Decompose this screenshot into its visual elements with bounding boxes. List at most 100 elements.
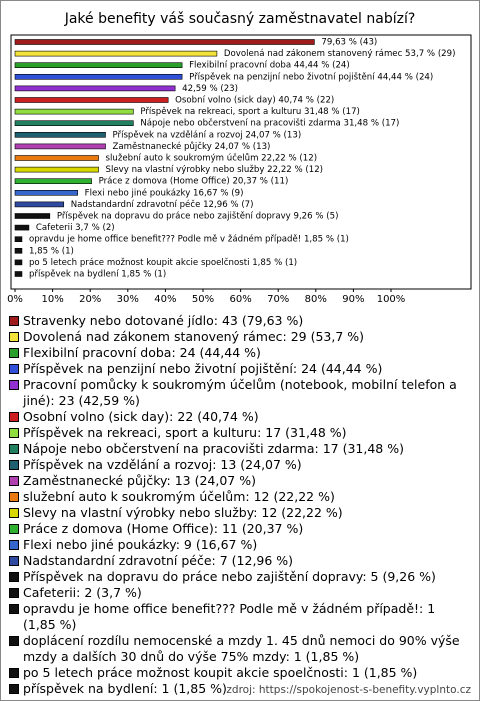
bar	[14, 155, 99, 161]
value-label: příspěvek na bydlení 1,85 % (1)	[29, 269, 166, 280]
value-label: Slevy na vlastní výrobky nebo služby 22,…	[106, 165, 324, 175]
legend-swatch	[9, 332, 19, 342]
value-label: po 5 letech práce možnost koupit akcie s…	[29, 257, 297, 268]
legend-item: po 5 letech práce možnost koupit akcie s…	[9, 665, 471, 681]
value-label: služební auto k soukromým účelům 22,22 %…	[106, 153, 318, 164]
legend-swatch	[9, 524, 19, 534]
legend-swatch	[9, 556, 19, 566]
x-tick-label: 0%	[7, 294, 23, 305]
bar	[14, 271, 23, 277]
legend-swatch	[9, 604, 19, 614]
legend-swatch	[9, 668, 19, 678]
bar	[14, 132, 106, 138]
legend-label: Nadstandardní zdravotní péče: 7 (12,96 %…	[23, 553, 294, 568]
value-label: 42,59 % (23)	[182, 84, 238, 94]
value-label: Nápoje nebo občerstvení na pracovišti zd…	[140, 118, 399, 129]
bar	[14, 190, 78, 196]
legend-item: Příspěvek na rekreaci, sport a kulturu: …	[9, 425, 471, 441]
value-label: opravdu je home office benefit??? Podle …	[29, 234, 349, 245]
chart-title: Jaké benefity váš současný zaměstnavatel…	[64, 11, 416, 27]
value-label: Dovolená nad zákonem stanovený rámec 53,…	[224, 49, 456, 59]
x-tick-label: 10%	[41, 294, 63, 305]
legend-swatch	[9, 476, 19, 486]
bar	[14, 178, 92, 184]
legend: Stravenky nebo dotované jídlo: 43 (79,63…	[9, 313, 471, 697]
legend-item: Příspěvek na penzijní nebo životní pojiš…	[9, 361, 471, 377]
bar	[14, 201, 65, 208]
legend-swatch	[9, 636, 19, 646]
legend-swatch	[9, 348, 19, 358]
bar	[14, 50, 218, 57]
legend-item: Příspěvek na dopravu do práce nebo zajiš…	[9, 569, 471, 585]
value-label: Příspěvek na rekreaci, sport a kulturu 3…	[140, 106, 360, 117]
x-tick-label: 20%	[79, 294, 101, 305]
legend-label: Stravenky nebo dotované jídlo: 43 (79,63…	[23, 313, 304, 328]
x-tick-label: 50%	[192, 294, 214, 305]
legend-swatch	[9, 508, 19, 518]
legend-label: Pracovní pomůcky k soukromým účelům (not…	[23, 377, 457, 408]
value-label: Zaměstnanecké půjčky 24,07 % (13)	[113, 141, 271, 152]
legend-swatch	[9, 412, 19, 422]
value-label: Příspěvek na dopravu do práce nebo zajiš…	[57, 211, 339, 222]
legend-label: Práce z domova (Home Office): 11 (20,37 …	[23, 521, 304, 536]
value-label: Osobní volno (sick day) 40,74 % (22)	[175, 96, 334, 106]
value-label: 1,85 % (1)	[29, 246, 74, 256]
legend-label: Dovolená nad zákonem stanovený rámec: 29…	[23, 329, 365, 344]
legend-item: Zaměstnanecké půjčky: 13 (24,07 %)	[9, 473, 471, 489]
bar	[14, 39, 315, 45]
bar	[14, 213, 51, 219]
bar	[14, 85, 176, 92]
legend-item: Stravenky nebo dotované jídlo: 43 (79,63…	[9, 313, 471, 329]
legend-label: Příspěvek na dopravu do práce nebo zajiš…	[23, 569, 436, 584]
value-label: Příspěvek na penzijní nebo životní pojiš…	[189, 71, 433, 82]
legend-item: Pracovní pomůcky k soukromým účelům (not…	[9, 377, 471, 409]
legend-swatch	[9, 460, 19, 470]
legend-item: Dovolená nad zákonem stanovený rámec: 29…	[9, 329, 471, 345]
legend-item: Práce z domova (Home Office): 11 (20,37 …	[9, 521, 471, 537]
value-label: 79,63 % (43)	[321, 38, 377, 48]
bar	[14, 97, 169, 103]
value-label: Flexi nebo jiné poukázky 16,67 % (9)	[85, 187, 244, 198]
bar	[14, 74, 183, 80]
legend-label: Příspěvek na rekreaci, sport a kulturu: …	[23, 425, 347, 440]
legend-item: doplácení rozdílu nemocenské a mzdy 1. 4…	[9, 633, 471, 665]
legend-item: služební auto k soukromým účelům: 12 (22…	[9, 489, 471, 505]
chart: Jaké benefity váš současný zaměstnavatel…	[7, 11, 472, 305]
x-tick-label: 100%	[377, 294, 406, 305]
legend-swatch	[9, 428, 19, 438]
bar	[14, 120, 134, 126]
legend-label: doplácení rozdílu nemocenské a mzdy 1. 4…	[23, 633, 460, 664]
legend-label: Flexi nebo jiné poukázky: 9 (16,67 %)	[23, 537, 258, 552]
legend-label: po 5 letech práce možnost koupit akcie s…	[23, 665, 418, 680]
legend-swatch	[9, 380, 19, 390]
legend-label: Cafeterii: 2 (3,7 %)	[23, 585, 142, 600]
legend-item: Cafeterii: 2 (3,7 %)	[9, 585, 471, 601]
legend-item: Nápoje nebo občerstvení na pracovišti zd…	[9, 441, 471, 457]
legend-item: Nadstandardní zdravotní péče: 7 (12,96 %…	[9, 553, 471, 569]
legend-label: služební auto k soukromým účelům: 12 (22…	[23, 489, 335, 504]
legend-label: Nápoje nebo občerstvení na pracovišti zd…	[23, 441, 404, 456]
value-label: Nadstandardní zdravotní péče 12,96 % (7)	[71, 199, 254, 210]
value-label: Práce z domova (Home Office) 20,37 % (11…	[99, 177, 289, 187]
legend-item: Flexi nebo jiné poukázky: 9 (16,67 %)	[9, 537, 471, 553]
bar	[14, 166, 99, 173]
value-label: Flexibilní pracovní doba 44,44 % (24)	[189, 61, 350, 71]
bar	[14, 62, 183, 69]
legend-item: Osobní volno (sick day): 22 (40,74 %)	[9, 409, 471, 425]
legend-swatch	[9, 572, 19, 582]
legend-label: Osobní volno (sick day): 22 (40,74 %)	[23, 409, 259, 424]
legend-swatch	[9, 492, 19, 502]
legend-item: Slevy na vlastní výrobky nebo služby: 12…	[9, 505, 471, 521]
legend-label: příspěvek na bydlení: 1 (1,85 %)	[23, 681, 227, 696]
legend-label: Příspěvek na vzdělání a rozvoj: 13 (24,0…	[23, 457, 302, 472]
legend-label: Flexibilní pracovní doba: 24 (44,44 %)	[23, 345, 261, 360]
x-tick-label: 90%	[342, 294, 364, 305]
bar	[14, 108, 134, 115]
legend-item: příspěvek na bydlení: 1 (1,85 %)	[9, 681, 471, 697]
x-tick-label: 60%	[229, 294, 251, 305]
legend-label: opravdu je home office benefit??? Podle …	[23, 601, 436, 632]
legend-item: Flexibilní pracovní doba: 24 (44,44 %)	[9, 345, 471, 361]
legend-swatch	[9, 364, 19, 374]
legend-swatch	[9, 444, 19, 454]
